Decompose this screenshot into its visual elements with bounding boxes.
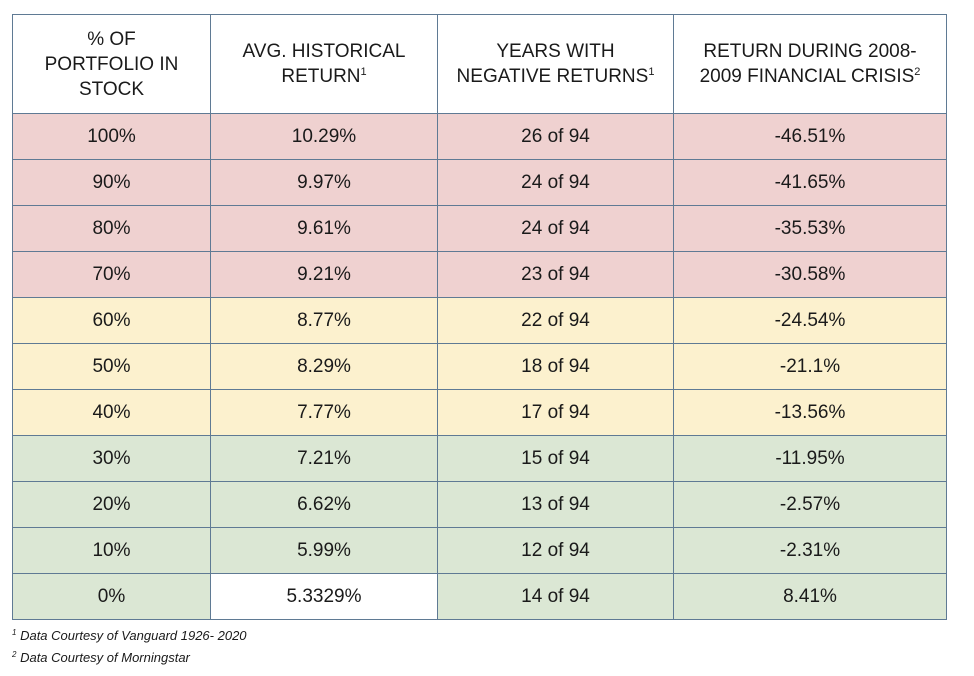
footnote-1: 1 Data Courtesy of Vanguard 1926- 2020 xyxy=(12,628,247,643)
cell-stock-percent: 10% xyxy=(12,527,211,574)
cell-stock-percent: 90% xyxy=(12,159,211,206)
cell-negative-years: 14 of 94 xyxy=(437,573,674,620)
cell-crisis-return: -35.53% xyxy=(673,205,947,252)
cell-crisis-return: -11.95% xyxy=(673,435,947,482)
cell-stock-percent: 40% xyxy=(12,389,211,436)
cell-stock-percent: 50% xyxy=(12,343,211,390)
table-row: 70% 9.21% 23 of 94 -30.58% xyxy=(12,251,947,298)
cell-negative-years: 18 of 94 xyxy=(437,343,674,390)
cell-stock-percent: 0% xyxy=(12,573,211,620)
cell-negative-years: 17 of 94 xyxy=(437,389,674,436)
cell-negative-years: 26 of 94 xyxy=(437,113,674,160)
table-row: 40% 7.77% 17 of 94 -13.56% xyxy=(12,389,947,436)
cell-stock-percent: 80% xyxy=(12,205,211,252)
cell-avg-return: 7.77% xyxy=(210,389,438,436)
cell-crisis-return: -46.51% xyxy=(673,113,947,160)
header-stock-percent: % OF PORTFOLIO IN STOCK xyxy=(12,14,211,114)
cell-crisis-return: -30.58% xyxy=(673,251,947,298)
cell-avg-return: 8.29% xyxy=(210,343,438,390)
footnote-2: 2 Data Courtesy of Morningstar xyxy=(12,650,190,665)
cell-avg-return: 5.3329% xyxy=(210,573,438,620)
cell-crisis-return: -21.1% xyxy=(673,343,947,390)
cell-crisis-return: -13.56% xyxy=(673,389,947,436)
cell-avg-return: 8.77% xyxy=(210,297,438,344)
header-negative-years: YEARS WITH NEGATIVE RETURNS1 xyxy=(437,14,674,114)
cell-stock-percent: 30% xyxy=(12,435,211,482)
cell-crisis-return: -24.54% xyxy=(673,297,947,344)
cell-negative-years: 13 of 94 xyxy=(437,481,674,528)
cell-negative-years: 23 of 94 xyxy=(437,251,674,298)
portfolio-returns-table: % OF PORTFOLIO IN STOCK AVG. HISTORICAL … xyxy=(12,14,947,620)
table-row: 100% 10.29% 26 of 94 -46.51% xyxy=(12,113,947,160)
cell-avg-return: 10.29% xyxy=(210,113,438,160)
cell-crisis-return: -2.31% xyxy=(673,527,947,574)
table-row: 90% 9.97% 24 of 94 -41.65% xyxy=(12,159,947,206)
header-avg-return: AVG. HISTORICAL RETURN1 xyxy=(210,14,438,114)
cell-avg-return: 6.62% xyxy=(210,481,438,528)
cell-stock-percent: 100% xyxy=(12,113,211,160)
cell-negative-years: 12 of 94 xyxy=(437,527,674,574)
cell-crisis-return: -41.65% xyxy=(673,159,947,206)
cell-avg-return: 7.21% xyxy=(210,435,438,482)
cell-stock-percent: 70% xyxy=(12,251,211,298)
cell-stock-percent: 20% xyxy=(12,481,211,528)
header-row: % OF PORTFOLIO IN STOCK AVG. HISTORICAL … xyxy=(12,14,947,114)
table-row: 50% 8.29% 18 of 94 -21.1% xyxy=(12,343,947,390)
table-row: 60% 8.77% 22 of 94 -24.54% xyxy=(12,297,947,344)
cell-avg-return: 9.97% xyxy=(210,159,438,206)
cell-negative-years: 22 of 94 xyxy=(437,297,674,344)
header-crisis-return: RETURN DURING 2008-2009 FINANCIAL CRISIS… xyxy=(673,14,947,114)
cell-avg-return: 5.99% xyxy=(210,527,438,574)
cell-negative-years: 15 of 94 xyxy=(437,435,674,482)
table-row: 20% 6.62% 13 of 94 -2.57% xyxy=(12,481,947,528)
table-row: 80% 9.61% 24 of 94 -35.53% xyxy=(12,205,947,252)
table-row: 10% 5.99% 12 of 94 -2.31% xyxy=(12,527,947,574)
table-row: 30% 7.21% 15 of 94 -11.95% xyxy=(12,435,947,482)
table-body: 100% 10.29% 26 of 94 -46.51% 90% 9.97% 24 of 9… xyxy=(12,113,947,620)
cell-avg-return: 9.61% xyxy=(210,205,438,252)
table-row: 0% 5.3329% 14 of 94 8.41% xyxy=(12,573,947,620)
cell-crisis-return: -2.57% xyxy=(673,481,947,528)
cell-crisis-return: 8.41% xyxy=(673,573,947,620)
cell-negative-years: 24 of 94 xyxy=(437,159,674,206)
cell-negative-years: 24 of 94 xyxy=(437,205,674,252)
cell-avg-return: 9.21% xyxy=(210,251,438,298)
cell-stock-percent: 60% xyxy=(12,297,211,344)
